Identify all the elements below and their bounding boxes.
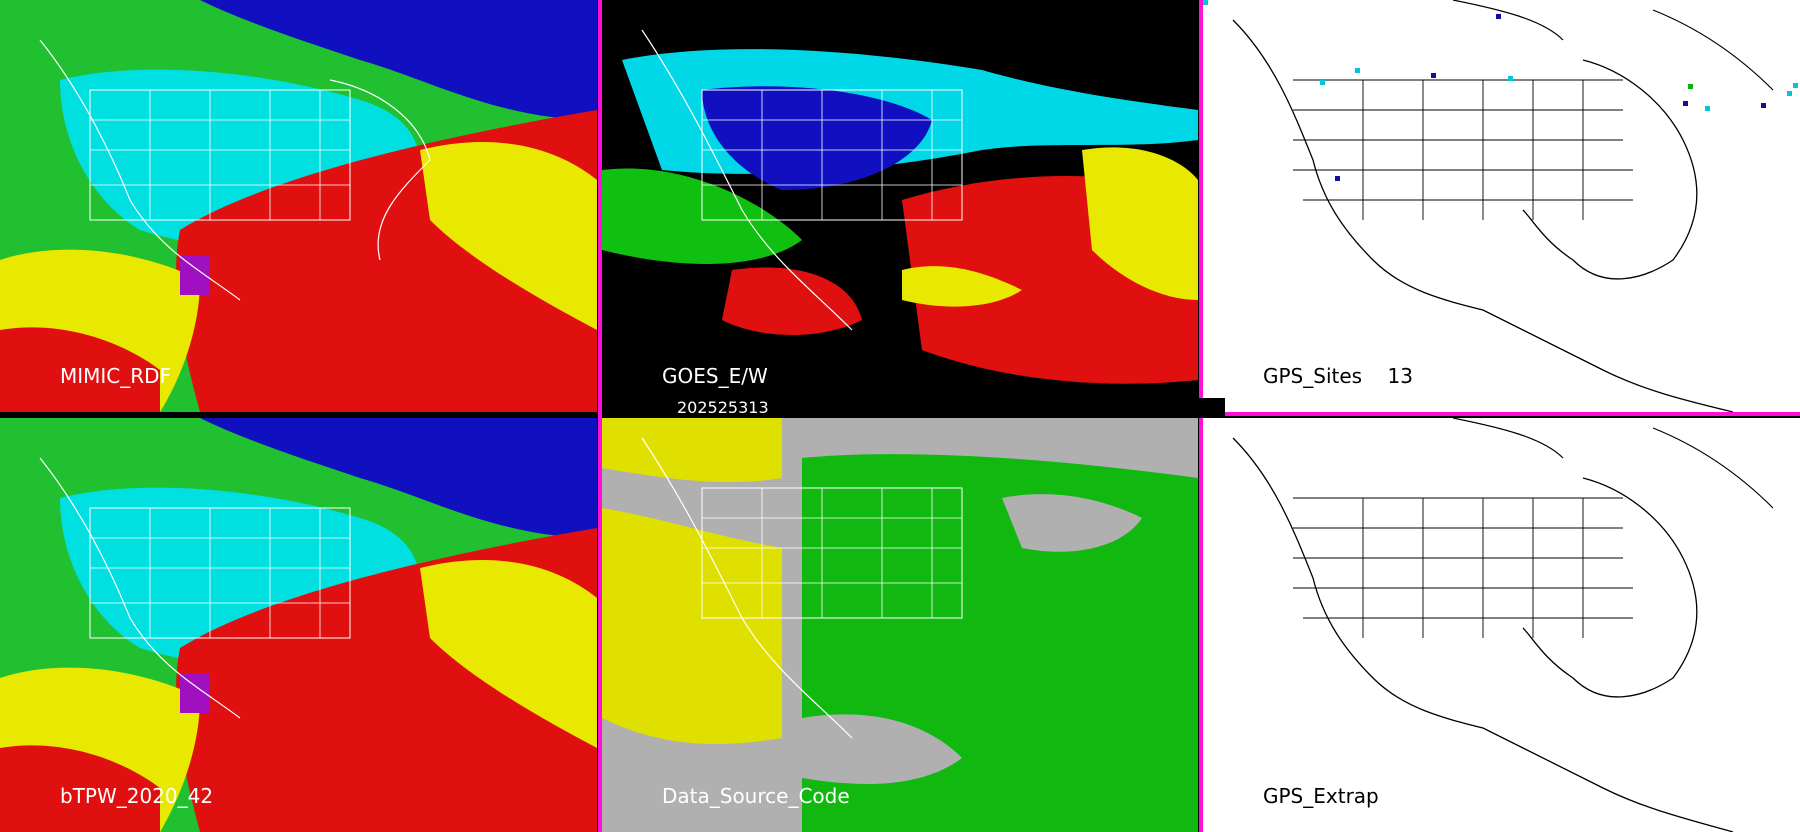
panel-label-mimic-rdf: MIMIC_RDF xyxy=(60,364,172,388)
panel-label-goes-ew: GOES_E/W xyxy=(662,364,768,388)
separator-horizontal xyxy=(1199,412,1800,416)
map-goes-ew xyxy=(602,0,1198,412)
panel-btpw: bTPW_2020_42 xyxy=(0,418,597,832)
map-gps-sites xyxy=(1203,0,1800,412)
timestamp-text: 202525313 xyxy=(677,398,769,417)
separator-vertical-1 xyxy=(598,0,602,832)
panel-label-btpw: bTPW_2020_42 xyxy=(60,784,214,808)
panel-gps-sites: GPS_Sites 13 xyxy=(1203,0,1800,412)
panel-label-data-source-code: Data_Source_Code xyxy=(662,784,850,808)
map-data-source-code xyxy=(602,418,1198,832)
gps-sites-count: 13 xyxy=(1387,364,1413,388)
panel-data-source-code: Data_Source_Code xyxy=(602,418,1198,832)
panel-gps-extrap: GPS_Extrap xyxy=(1203,418,1800,832)
map-mimic-rdf xyxy=(0,0,597,412)
map-btpw xyxy=(0,418,597,832)
panel-mimic-rdf: MIMIC_RDF xyxy=(0,0,597,412)
timestamp-bar xyxy=(665,398,1225,418)
gps-sites-label: GPS_Sites xyxy=(1263,364,1363,388)
panel-label-gps-extrap: GPS_Extrap xyxy=(1263,784,1379,808)
map-gps-extrap xyxy=(1203,418,1800,832)
panel-goes-ew: GOES_E/W xyxy=(602,0,1198,412)
panel-label-gps-sites: GPS_Sites 13 xyxy=(1263,364,1413,388)
